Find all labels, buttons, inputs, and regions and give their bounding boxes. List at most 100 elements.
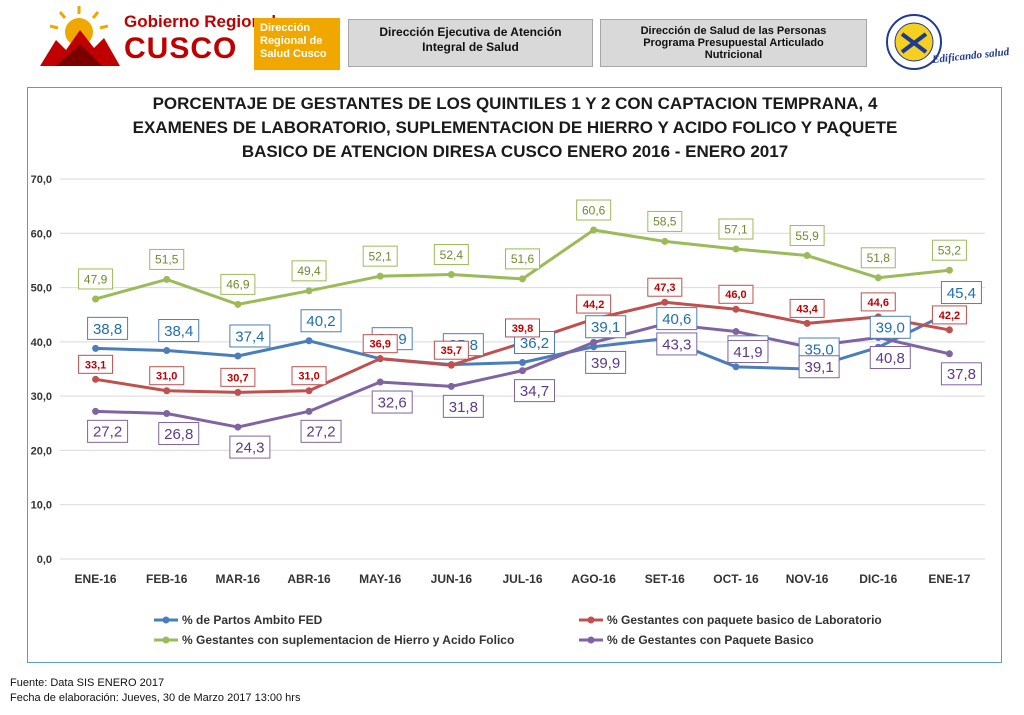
data-label-box — [576, 199, 612, 221]
gobierno-regional-logo: Gobierno Regional CUSCO Dirección Region… — [36, 4, 341, 70]
data-point — [732, 328, 740, 336]
data-point — [305, 287, 313, 295]
data-point — [945, 266, 953, 274]
x-tick-label: SET-16 — [645, 572, 685, 586]
data-label: 51,8 — [867, 251, 891, 265]
data-label: 41,9 — [733, 344, 762, 361]
data-label: 60,6 — [582, 203, 606, 217]
data-label-box — [647, 277, 683, 297]
x-tick-label: MAY-16 — [359, 572, 402, 586]
data-point — [519, 275, 526, 283]
data-label-box — [220, 367, 256, 387]
legend-marker — [162, 616, 170, 624]
data-point — [590, 338, 598, 346]
data-point — [234, 423, 242, 431]
data-label: 47,9 — [84, 272, 108, 286]
legend-marker — [587, 616, 595, 624]
footer-source: Fuente: Data SIS ENERO 2017 — [10, 677, 165, 689]
data-point — [590, 226, 598, 234]
logo-subtitle: Dirección Regional de Salud Cusco — [254, 18, 340, 70]
data-label: 39,8 — [512, 323, 533, 335]
data-label: 39,1 — [591, 319, 620, 336]
data-label: 39,1 — [805, 359, 834, 376]
x-tick-label: JUN-16 — [431, 572, 473, 586]
data-point — [376, 355, 384, 363]
data-label: 40,8 — [876, 350, 905, 367]
data-label: 30,7 — [227, 372, 248, 384]
data-label-box — [940, 281, 982, 305]
data-label-box — [931, 239, 967, 261]
data-label: 42,2 — [939, 310, 960, 322]
data-label-box — [576, 294, 612, 314]
data-label: 46,9 — [226, 278, 250, 292]
data-label: 34,7 — [520, 383, 549, 400]
logo-sub-line: Dirección — [260, 22, 311, 34]
data-label: 58,5 — [653, 215, 677, 229]
x-tick-label: AGO-16 — [571, 572, 616, 586]
data-label: 37,8 — [947, 366, 976, 383]
logo-sub-line: Regional de — [260, 35, 323, 47]
data-point — [163, 410, 171, 418]
data-label: 52,4 — [440, 248, 464, 262]
chart-frame — [27, 87, 1002, 663]
data-point — [447, 271, 455, 279]
y-tick-label: 10,0 — [31, 500, 52, 512]
x-tick-label: FEB-16 — [146, 572, 188, 586]
header-box-line: Integral de Salud — [422, 40, 519, 54]
data-point — [732, 245, 740, 253]
data-point — [945, 350, 953, 358]
data-label: 43,3 — [662, 336, 691, 353]
data-label-box — [362, 245, 398, 267]
legend-marker — [587, 636, 595, 644]
data-point — [661, 298, 669, 306]
y-tick-label: 30,0 — [31, 391, 52, 403]
data-label-box — [78, 354, 114, 374]
data-label: 36,2 — [520, 335, 549, 352]
data-label-box — [940, 362, 982, 386]
legend-label: % Gestantes con suplementacion de Hierro… — [182, 633, 514, 647]
diresa-seal-icon — [884, 12, 946, 74]
data-label-box — [860, 292, 896, 312]
data-label-box — [362, 334, 398, 354]
data-label: 35,7 — [441, 345, 462, 357]
data-label-box — [789, 298, 825, 318]
data-label-box — [860, 247, 896, 269]
data-label-box — [300, 309, 342, 333]
data-label: 43,4 — [796, 303, 818, 315]
data-point — [305, 407, 313, 415]
legend-label: % Gestantes con paquete basico de Labora… — [607, 613, 882, 627]
data-label-box — [87, 316, 129, 340]
footer: Fuente: Data SIS ENERO 2017 Fecha de ela… — [10, 676, 300, 706]
data-label: 39,0 — [876, 320, 905, 337]
data-label-box — [647, 210, 683, 232]
data-label: 55,9 — [795, 229, 819, 243]
data-label-box — [442, 394, 484, 418]
y-tick-label: 0,0 — [37, 554, 52, 566]
data-label-box — [931, 305, 967, 325]
data-label: 51,5 — [155, 253, 179, 267]
data-point — [92, 344, 100, 352]
data-label-box — [291, 366, 327, 386]
data-label: 26,8 — [164, 426, 193, 443]
header-box-line: Dirección de Salud de las Personas — [640, 25, 827, 37]
y-tick-label: 40,0 — [31, 337, 52, 349]
data-label: 47,3 — [654, 282, 675, 294]
data-point — [376, 378, 384, 386]
data-label-box — [291, 260, 327, 282]
data-label: 49,4 — [297, 264, 321, 278]
chart-title-line: PORCENTAJE DE GESTANTES DE LOS QUINTILES… — [152, 94, 878, 113]
header-box-line: Programa Presupuestal Articulado — [643, 37, 824, 49]
data-point — [732, 363, 740, 371]
data-label-box — [718, 284, 754, 304]
logo-line2: CUSCO — [124, 32, 238, 65]
data-point — [447, 361, 455, 369]
data-label-box — [433, 340, 469, 360]
data-label: 39,9 — [591, 355, 620, 372]
data-label: 32,6 — [378, 394, 407, 411]
data-label-box — [229, 435, 271, 459]
data-point — [661, 237, 669, 245]
data-label: 44,2 — [583, 299, 604, 311]
x-tick-label: NOV-16 — [786, 572, 829, 586]
data-label-box — [869, 346, 911, 370]
data-label-box — [300, 419, 342, 443]
